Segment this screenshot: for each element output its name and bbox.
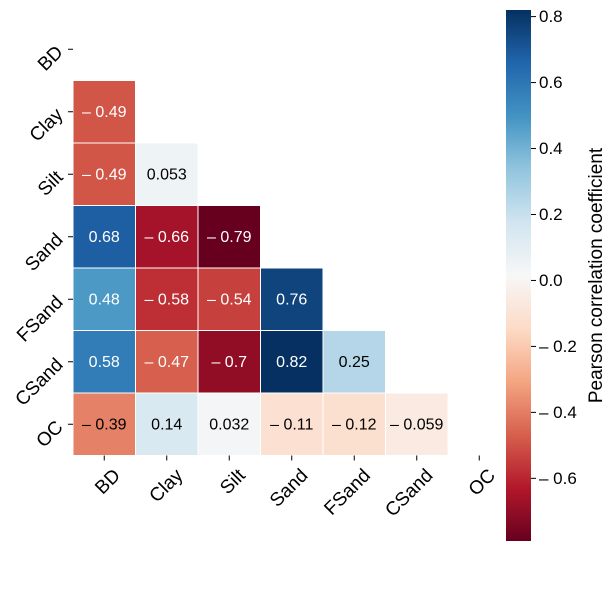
y-axis-label-clay: Clay	[26, 104, 68, 146]
cell-value-label: – 0.47	[145, 354, 190, 371]
cell-value-label: 0.68	[89, 229, 120, 246]
y-axis-labels: BD Clay Silt Sand FSand CSand OC	[12, 42, 73, 452]
heatmap-cell-csand-clay	[135, 330, 199, 394]
heatmap-cell-silt-bd	[72, 142, 136, 206]
colorbar-title: Pearson correlation coefficient	[586, 147, 607, 403]
heatmap-cell-oc-clay	[135, 392, 199, 456]
x-axis-label-csand: CSand	[381, 465, 437, 521]
x-axis-label-silt: Silt	[216, 465, 250, 499]
cell-value-label: 0.82	[276, 354, 307, 371]
heatmap-cell-fsand-sand	[260, 267, 324, 331]
colorbar-tick-label: – 0.2	[539, 337, 577, 356]
cell-value-label: 0.76	[276, 291, 307, 308]
heatmap-cell-clay-bd	[72, 80, 136, 144]
colorbar-tick-label: – 0.6	[539, 469, 577, 488]
heatmap-cell-fsand-clay	[135, 267, 199, 331]
cell-value-label: 0.25	[339, 354, 370, 371]
y-axis-label-oc: OC	[33, 417, 68, 452]
cell-value-label: – 0.11	[270, 416, 313, 433]
colorbar-tick-label: 0.2	[539, 205, 563, 224]
cell-value-label: – 0.12	[332, 416, 377, 433]
heatmap-cell-csand-sand	[260, 330, 324, 394]
heatmap-cell-oc-sand	[260, 392, 324, 456]
cell-value-label: 0.58	[89, 354, 120, 371]
x-axis-label-clay: Clay	[146, 465, 188, 507]
heatmap-cells	[72, 80, 449, 456]
y-axis-label-sand: Sand	[21, 229, 67, 275]
y-axis-label-silt: Silt	[34, 166, 68, 200]
y-axis-label-bd: BD	[34, 42, 68, 76]
cell-value-label: – 0.54	[207, 291, 252, 308]
heatmap-cell-sand-silt	[197, 205, 261, 269]
colorbar: 0.8 0.6 0.4 0.2 0.0 – 0.2 – 0.4 – 0.6 Pearson co…	[506, 7, 607, 541]
heatmap-cell-oc-fsand	[322, 392, 386, 456]
heatmap-cell-oc-silt	[197, 392, 261, 456]
cell-value-label: – 0.059	[390, 416, 443, 433]
colorbar-gradient	[506, 10, 531, 541]
cell-value-label: – 0.49	[82, 104, 127, 121]
x-axis-labels: BD Clay Silt Sand FSand CSand OC	[91, 455, 500, 521]
cell-value-label: – 0.39	[82, 416, 127, 433]
colorbar-tick-label: 0.8	[539, 7, 563, 26]
cell-value-label: – 0.49	[82, 166, 127, 183]
x-axis-label-oc: OC	[465, 465, 500, 500]
colorbar-tick-label: – 0.4	[539, 403, 577, 422]
cell-value-label: – 0.79	[207, 229, 252, 246]
cell-value-label: – 0.7	[211, 354, 247, 371]
cell-value-label: 0.14	[151, 416, 182, 433]
cell-value-label: 0.053	[147, 166, 187, 183]
heatmap-value-labels: – 0.49 – 0.49 0.053 0.68 – 0.66 – 0.79 0.48 – 0…	[82, 104, 444, 434]
heatmap-cell-oc-csand	[385, 392, 449, 456]
heatmap-cell-sand-bd	[72, 205, 136, 269]
cell-value-label: 0.032	[209, 416, 249, 433]
cell-value-label: – 0.58	[145, 291, 190, 308]
cell-value-label: 0.48	[89, 291, 120, 308]
heatmap-cell-silt-clay	[135, 142, 199, 206]
colorbar-tick-label: 0.6	[539, 73, 563, 92]
x-axis-label-fsand: FSand	[320, 465, 374, 519]
y-axis-label-csand: CSand	[12, 354, 68, 410]
y-axis-label-fsand: FSand	[13, 292, 67, 346]
x-axis-label-sand: Sand	[266, 465, 312, 511]
colorbar-tick-label: 0.4	[539, 139, 563, 158]
cell-value-label: – 0.66	[145, 229, 190, 246]
colorbar-tick-label: 0.0	[539, 271, 563, 290]
x-axis-label-bd: BD	[91, 465, 125, 499]
